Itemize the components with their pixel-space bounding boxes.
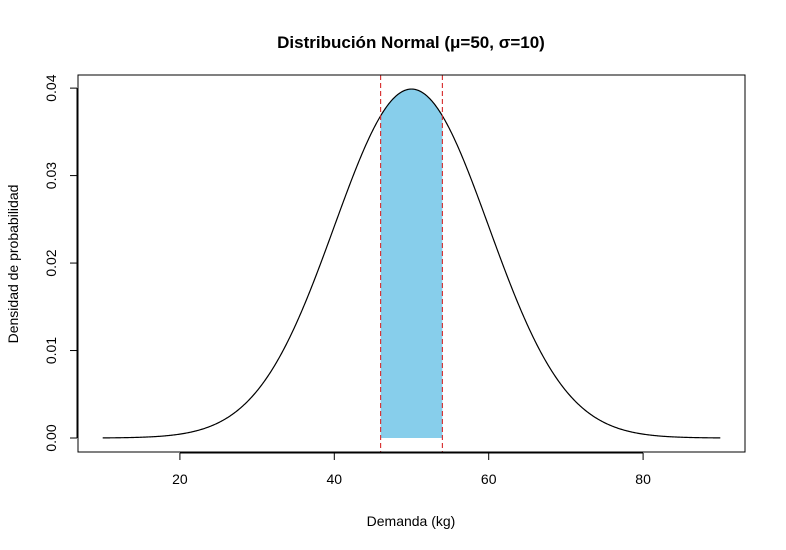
y-tick-label: 0.01	[43, 337, 59, 364]
density-curve	[102, 88, 721, 439]
x-tick-label: 80	[635, 471, 651, 487]
shaded-region	[380, 89, 443, 439]
y-tick-label: 0.00	[43, 424, 59, 451]
x-axis-label: Demanda (kg)	[367, 513, 456, 529]
y-tick-label: 0.03	[43, 162, 59, 189]
chart-title: Distribución Normal (μ=50, σ=10)	[277, 33, 545, 52]
y-tick-label: 0.02	[43, 249, 59, 276]
y-tick-label: 0.04	[43, 74, 59, 101]
plot-frame	[77, 74, 746, 453]
x-tick-label: 20	[172, 471, 188, 487]
x-tick-label: 40	[327, 471, 343, 487]
plot-area: 20 40 60 80 0.00 0.01 0.02 0.03 0.04	[43, 74, 746, 487]
x-tick-label: 60	[481, 471, 497, 487]
y-axis-label: Densidad de probabilidad	[5, 185, 21, 344]
